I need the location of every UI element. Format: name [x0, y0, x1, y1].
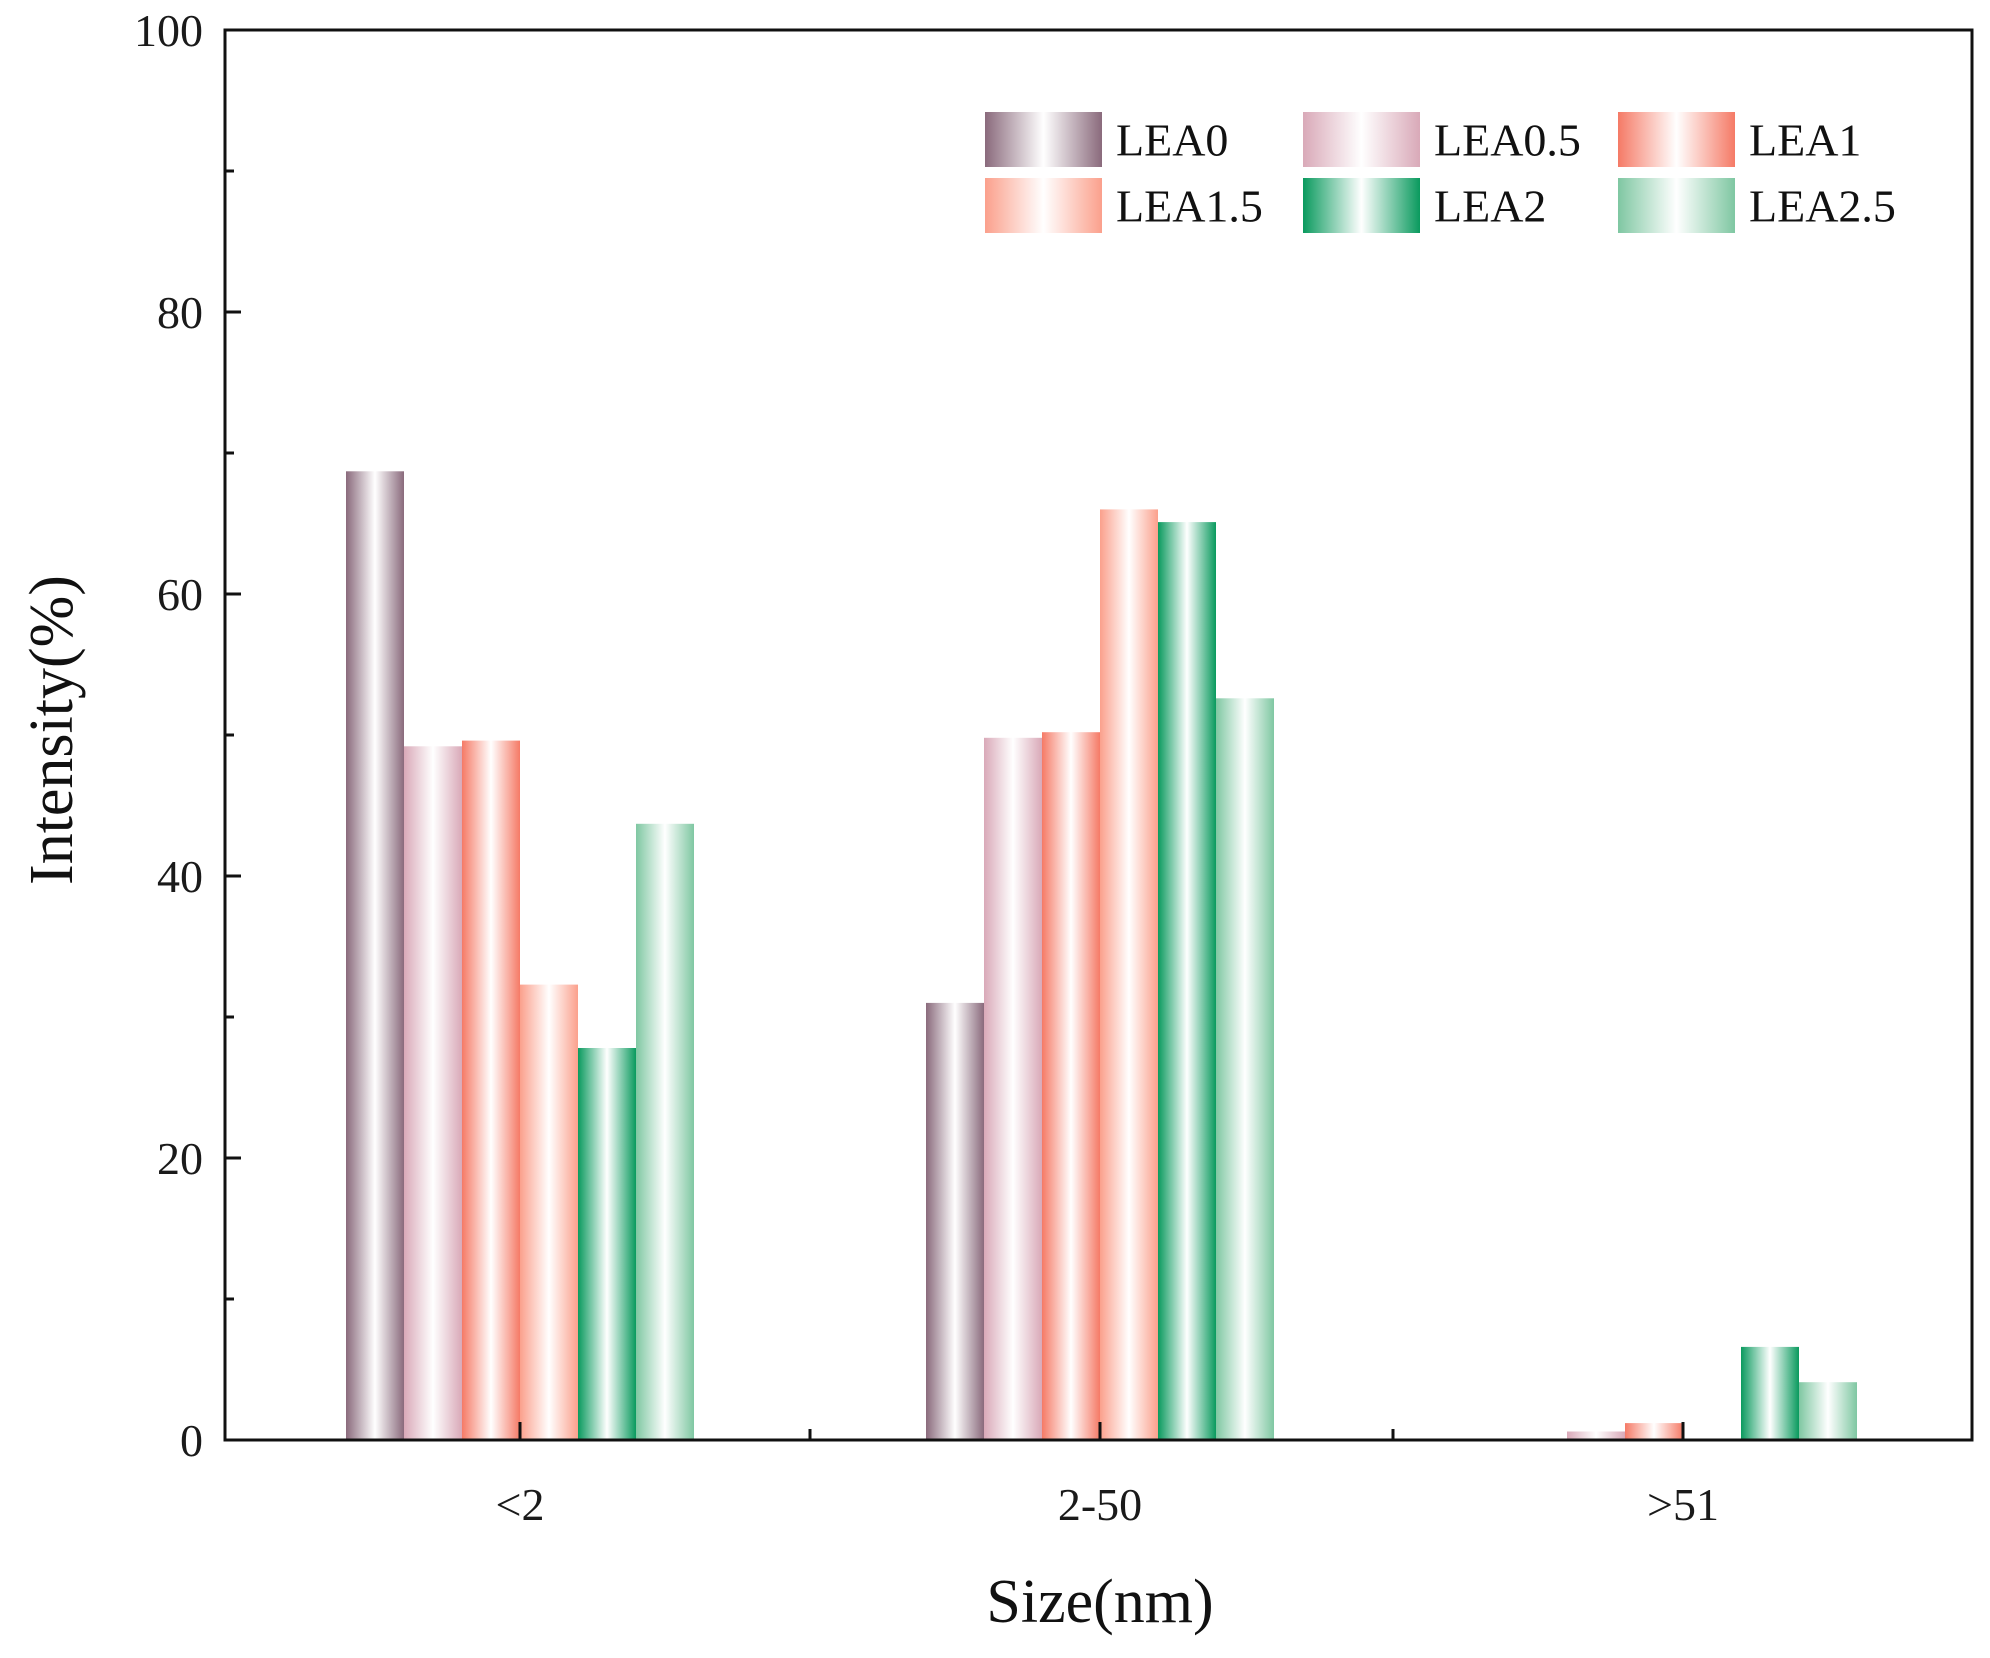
bar-LEA2.5-1: [1216, 698, 1274, 1440]
axes: 0 20 40 60 80 100 <2 2-50 >51: [134, 5, 1974, 1530]
bar-LEA2-1: [1158, 522, 1216, 1440]
bar-LEA0.5-1: [984, 737, 1042, 1440]
x-tick-label: <2: [496, 1479, 545, 1530]
bar-LEA2-0: [578, 1048, 636, 1440]
x-tick-label: 2-50: [1058, 1479, 1142, 1530]
y-tick-label: 0: [180, 1415, 203, 1466]
legend-label-LEA0.5: LEA0.5: [1434, 115, 1581, 166]
y-tick-label: 40: [157, 851, 203, 902]
bar-LEA1-2: [1625, 1423, 1683, 1440]
bar-LEA0-0: [346, 471, 404, 1440]
bar-LEA1.5-0: [520, 984, 578, 1440]
bar-LEA0-1: [926, 1002, 984, 1440]
legend-swatch-LEA1: [1618, 112, 1735, 167]
legend-swatch-LEA0: [985, 112, 1102, 167]
legend-swatch-LEA2: [1303, 178, 1420, 233]
y-axis-title: Intensity(%): [18, 575, 86, 885]
y-tick-label: 60: [157, 569, 203, 620]
legend-label-LEA2: LEA2: [1434, 181, 1546, 232]
y-tick-label: 100: [134, 5, 203, 56]
bars: [346, 471, 1857, 1440]
legend-swatch-LEA2.5: [1618, 178, 1735, 233]
legend-swatch-LEA1.5: [985, 178, 1102, 233]
y-tick-label: 20: [157, 1133, 203, 1184]
bar-LEA1-1: [1042, 732, 1100, 1440]
x-axis-title: Size(nm): [986, 1568, 1213, 1636]
bar-LEA0.5-0: [404, 746, 462, 1440]
legend: LEA0 LEA0.5 LEA1 LEA1.5 LEA2 LEA2.5: [985, 112, 1896, 233]
bar-LEA2.5-0: [636, 823, 694, 1440]
bar-LEA0.5-2: [1567, 1431, 1625, 1440]
legend-swatch-LEA0.5: [1303, 112, 1420, 167]
legend-label-LEA1: LEA1: [1749, 115, 1861, 166]
legend-label-LEA2.5: LEA2.5: [1749, 181, 1896, 232]
x-tick-label: >51: [1647, 1479, 1719, 1530]
legend-label-LEA1.5: LEA1.5: [1116, 181, 1263, 232]
y-tick-label: 80: [157, 287, 203, 338]
legend-label-LEA0: LEA0: [1116, 115, 1228, 166]
bar-LEA1-0: [462, 740, 520, 1440]
bar-LEA2-2: [1741, 1346, 1799, 1440]
bar-LEA2.5-2: [1799, 1382, 1857, 1440]
bar-LEA1.5-1: [1100, 509, 1158, 1440]
